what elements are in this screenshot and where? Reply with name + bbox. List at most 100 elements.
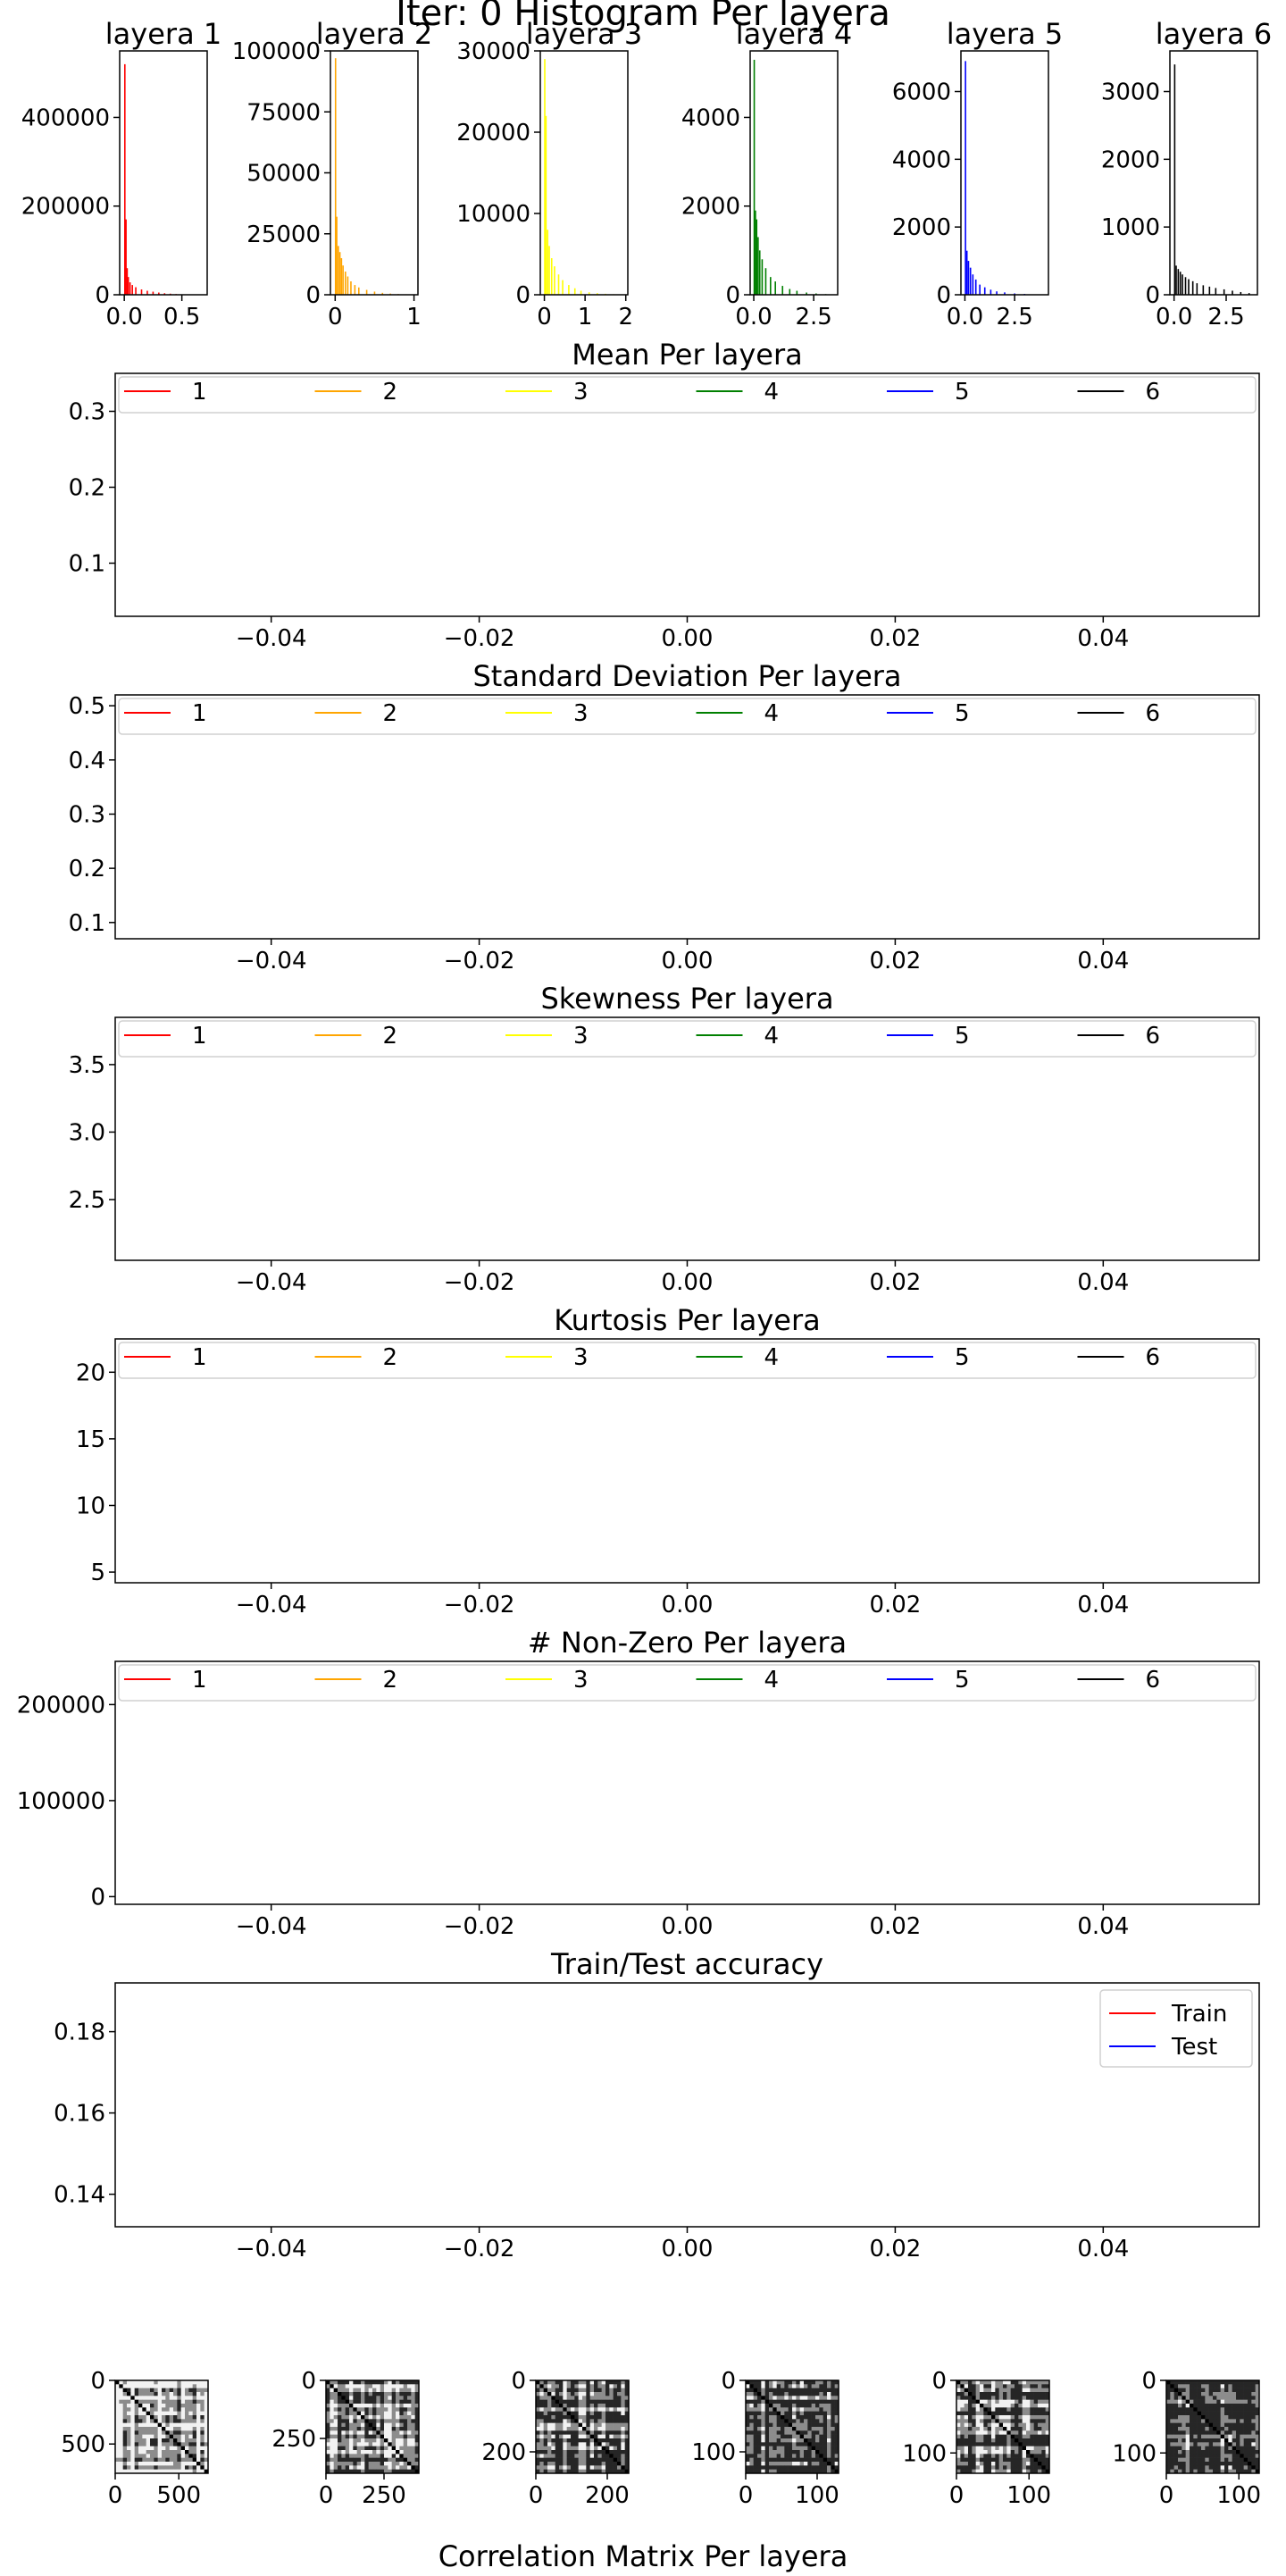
matrix-cell (567, 2423, 572, 2428)
matrix-cell (127, 2454, 131, 2458)
matrix-cell (757, 2419, 762, 2423)
matrix-cell (142, 2407, 146, 2412)
matrix-cell (1038, 2404, 1042, 2408)
matrix-cell (551, 2446, 555, 2451)
matrix-cell (831, 2450, 835, 2455)
matrix-cell (757, 2442, 762, 2446)
legend-label: 3 (573, 700, 589, 727)
matrix-cell (1228, 2462, 1232, 2466)
matrix-cell (586, 2442, 590, 2446)
matrix-cell (594, 2462, 598, 2466)
matrix-cell (551, 2435, 555, 2439)
matrix-cell (364, 2435, 369, 2439)
matrix-cell (407, 2407, 412, 2412)
matrix-cell (376, 2384, 380, 2388)
matrix-cell (346, 2415, 350, 2420)
matrix-cell (1205, 2465, 1209, 2470)
matrix-cell (784, 2427, 789, 2431)
matrix-cell (983, 2442, 988, 2446)
matrix-cell (407, 2442, 412, 2446)
matrix-cell (590, 2407, 595, 2412)
matrix-cell (1041, 2404, 1046, 2408)
matrix-cell (1026, 2396, 1031, 2400)
matrix-cell (1193, 2404, 1198, 2408)
matrix-cell (800, 2438, 805, 2443)
matrix-cell (142, 2454, 146, 2458)
matrix-cell (384, 2404, 388, 2408)
matrix-cell (399, 2404, 404, 2408)
histogram-bar (1203, 285, 1205, 295)
matrix-cell (185, 2419, 189, 2423)
matrix-cell (995, 2404, 999, 2408)
legend-label: 2 (383, 1344, 398, 1371)
matrix-cell (582, 2400, 587, 2405)
matrix-cell (539, 2458, 544, 2463)
matrix-cell (995, 2392, 999, 2396)
matrix-cell (1193, 2388, 1198, 2393)
matrix-cell (605, 2419, 610, 2423)
matrix-cell (396, 2400, 400, 2405)
matrix-cell (547, 2388, 552, 2393)
matrix-cell (185, 2462, 189, 2466)
matrix-cell (357, 2415, 362, 2420)
histogram-bar (762, 259, 764, 295)
matrix-cell (792, 2450, 797, 2455)
matrix-cell (579, 2435, 583, 2439)
matrix-cell (200, 2435, 205, 2439)
matrix-cell (563, 2400, 567, 2405)
matrix-cell (617, 2442, 622, 2446)
matrix-cell (980, 2392, 984, 2396)
matrix-cell (1006, 2404, 1011, 2408)
matrix-cell (761, 2407, 765, 2412)
matrix-cell (597, 2438, 602, 2443)
matrix-cell (1038, 2392, 1042, 2396)
matrix-cell (769, 2442, 773, 2446)
matrix-cell (361, 2384, 365, 2388)
matrix-cell (1026, 2388, 1031, 2393)
matrix-cell (158, 2404, 163, 2408)
matrix-cell (823, 2404, 828, 2408)
matrix-cell (392, 2415, 397, 2420)
matrix-cell (972, 2400, 976, 2405)
matrix-cell (384, 2384, 388, 2388)
matrix-cell (1174, 2458, 1179, 2463)
matrix-cell (1026, 2384, 1031, 2388)
matrix-cell (1041, 2438, 1046, 2443)
matrix-cell (1030, 2450, 1034, 2455)
matrix-cell (349, 2430, 354, 2435)
histogram-bar (1185, 277, 1187, 295)
matrix-cell (1038, 2430, 1042, 2435)
matrix-cell (127, 2430, 131, 2435)
matrix-cell (1174, 2454, 1179, 2458)
matrix-cell (988, 2415, 992, 2420)
matrix-cell (150, 2458, 154, 2463)
matrix-cell (1228, 2450, 1232, 2455)
matrix-cell (988, 2419, 992, 2423)
matrix-cell (1236, 2446, 1240, 2451)
matrix-cell (380, 2430, 385, 2435)
matrix-cell (765, 2407, 770, 2412)
matrix-cell (1186, 2462, 1190, 2466)
matrix-cell (338, 2454, 342, 2458)
matrix-cell (586, 2427, 590, 2431)
matrix-cell (1248, 2404, 1252, 2408)
matrix-cell (384, 2412, 388, 2416)
matrix-cell (555, 2465, 560, 2470)
histogram-bar (129, 282, 131, 295)
matrix-cell (800, 2435, 805, 2439)
matrix-cell (815, 2388, 820, 2393)
matrix-cell (567, 2438, 572, 2443)
matrix-cell (812, 2412, 816, 2416)
matrix-cell (1248, 2419, 1252, 2423)
matrix-cell (123, 2415, 128, 2420)
matrix-cell (135, 2458, 139, 2463)
matrix-cell (819, 2446, 823, 2451)
matrix-cell (972, 2427, 976, 2431)
matrix-cell (999, 2423, 1004, 2428)
matrix-cell (757, 2415, 762, 2420)
matrix-cell (123, 2423, 128, 2428)
matrix-cell (349, 2423, 354, 2428)
matrix-cell (999, 2407, 1004, 2412)
histogram-bar (547, 230, 548, 295)
